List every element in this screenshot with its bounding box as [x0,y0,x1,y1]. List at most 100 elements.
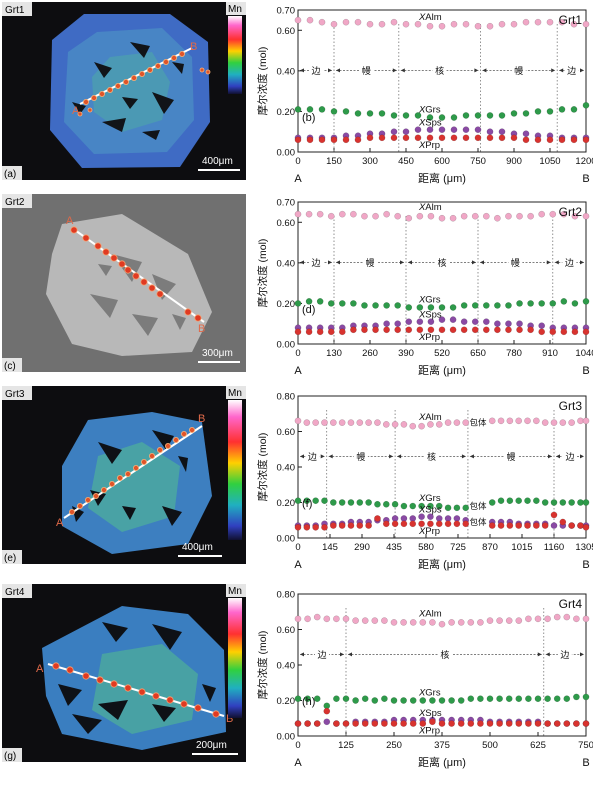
x-tick-label: 290 [354,542,370,553]
data-point [460,318,468,326]
data-point [474,22,482,30]
zone-label: 核 [437,257,446,268]
y-tick-label: 0.60 [277,218,296,229]
series-label-name: Sps [425,118,442,129]
end-a-label: A [294,173,302,185]
data-point [305,210,313,218]
zone-arrowhead [328,68,332,73]
data-point [534,136,542,144]
y-tick-label: 0.40 [277,66,296,77]
y-axis-label: 摩尔浓度 (mol) [256,47,269,116]
zone-arrowhead [580,652,584,657]
data-point [402,134,410,142]
zone-label-bg [363,256,377,269]
series-label-alm: XAlm [418,12,442,23]
data-point [532,522,540,529]
y-tick-label: 0.00 [277,732,296,743]
data-point [516,212,523,220]
colorbar: Mn [226,584,246,718]
data-point [570,20,578,28]
zone-arrowhead [300,652,304,657]
x-tick-label: 780 [506,348,522,359]
data-point [515,522,523,529]
scale-label: 200μm [196,740,227,751]
end-a-label: A [56,517,64,529]
data-point [321,419,328,426]
data-point [306,106,314,113]
data-point [350,300,357,307]
inclusion-label: 包体 [469,517,487,527]
data-point [365,499,372,506]
series-label-name: Grs [425,687,441,698]
data-point [482,212,490,220]
data-point [582,298,590,305]
end-b-label: B [198,413,205,425]
x-tick-label: 1200 [575,156,593,167]
profile-spots [52,662,220,718]
zone-arrowhead [551,68,556,73]
data-point [582,693,590,701]
zone-label-bg [511,64,526,77]
data-point [372,302,379,309]
data-point [497,522,505,529]
data-point [352,697,359,704]
data-point [449,316,457,324]
data-point [582,615,590,623]
data-point [515,720,523,727]
data-point [494,214,501,222]
data-point [338,499,346,506]
data-point [460,302,468,309]
x-tick-label: 600 [434,156,450,167]
data-point [550,511,558,519]
data-point [496,720,503,727]
data-point [534,108,542,115]
series-label-x: X [418,310,426,321]
data-point [582,417,590,425]
x-tick-label: 1040 [575,348,593,359]
data-point [390,134,398,142]
data-point [524,417,531,425]
data-point [541,419,549,426]
data-point [532,497,540,505]
data-point [394,302,402,309]
data-point [510,110,518,117]
image-panel-grt2: A B Grt2 (c) 300μm [2,194,246,372]
data-point [497,497,505,505]
data-point [361,617,369,624]
series-label-sps: XSps [418,118,442,129]
data-point [462,134,470,142]
data-point [462,419,470,426]
data-point [342,695,350,703]
zone-label-bg [315,648,329,661]
data-point [505,695,513,703]
data-point [471,326,479,334]
data-point [365,419,372,426]
series-label-name: Prp [425,726,440,737]
x-tick-label: 450 [398,156,414,167]
data-point [365,522,372,529]
data-point [418,520,425,528]
x-tick-label: 375 [434,740,450,751]
panel-letter: (f) [302,498,312,510]
y-tick-label: 0.00 [277,340,296,351]
series-label-grs: XGrs [418,493,441,504]
data-point [366,134,374,142]
scale-label: 300μm [202,348,233,359]
x-tick-label: 1160 [544,542,564,553]
data-point [573,615,580,623]
x-axis-label: 距离 (μm) [418,557,466,571]
data-point [347,522,355,529]
data-point [486,720,494,727]
zone-arrowhead [340,652,344,657]
data-point [338,522,346,529]
data-point [427,212,435,220]
data-point [400,720,407,727]
zone-arrowhead [300,260,304,265]
data-point [390,720,398,727]
zone-label: 核 [427,451,436,462]
colorbar: Mn [226,2,246,94]
zone-label-bg [508,256,523,269]
data-point [486,112,494,119]
data-point [318,136,326,144]
data-point [560,210,568,218]
